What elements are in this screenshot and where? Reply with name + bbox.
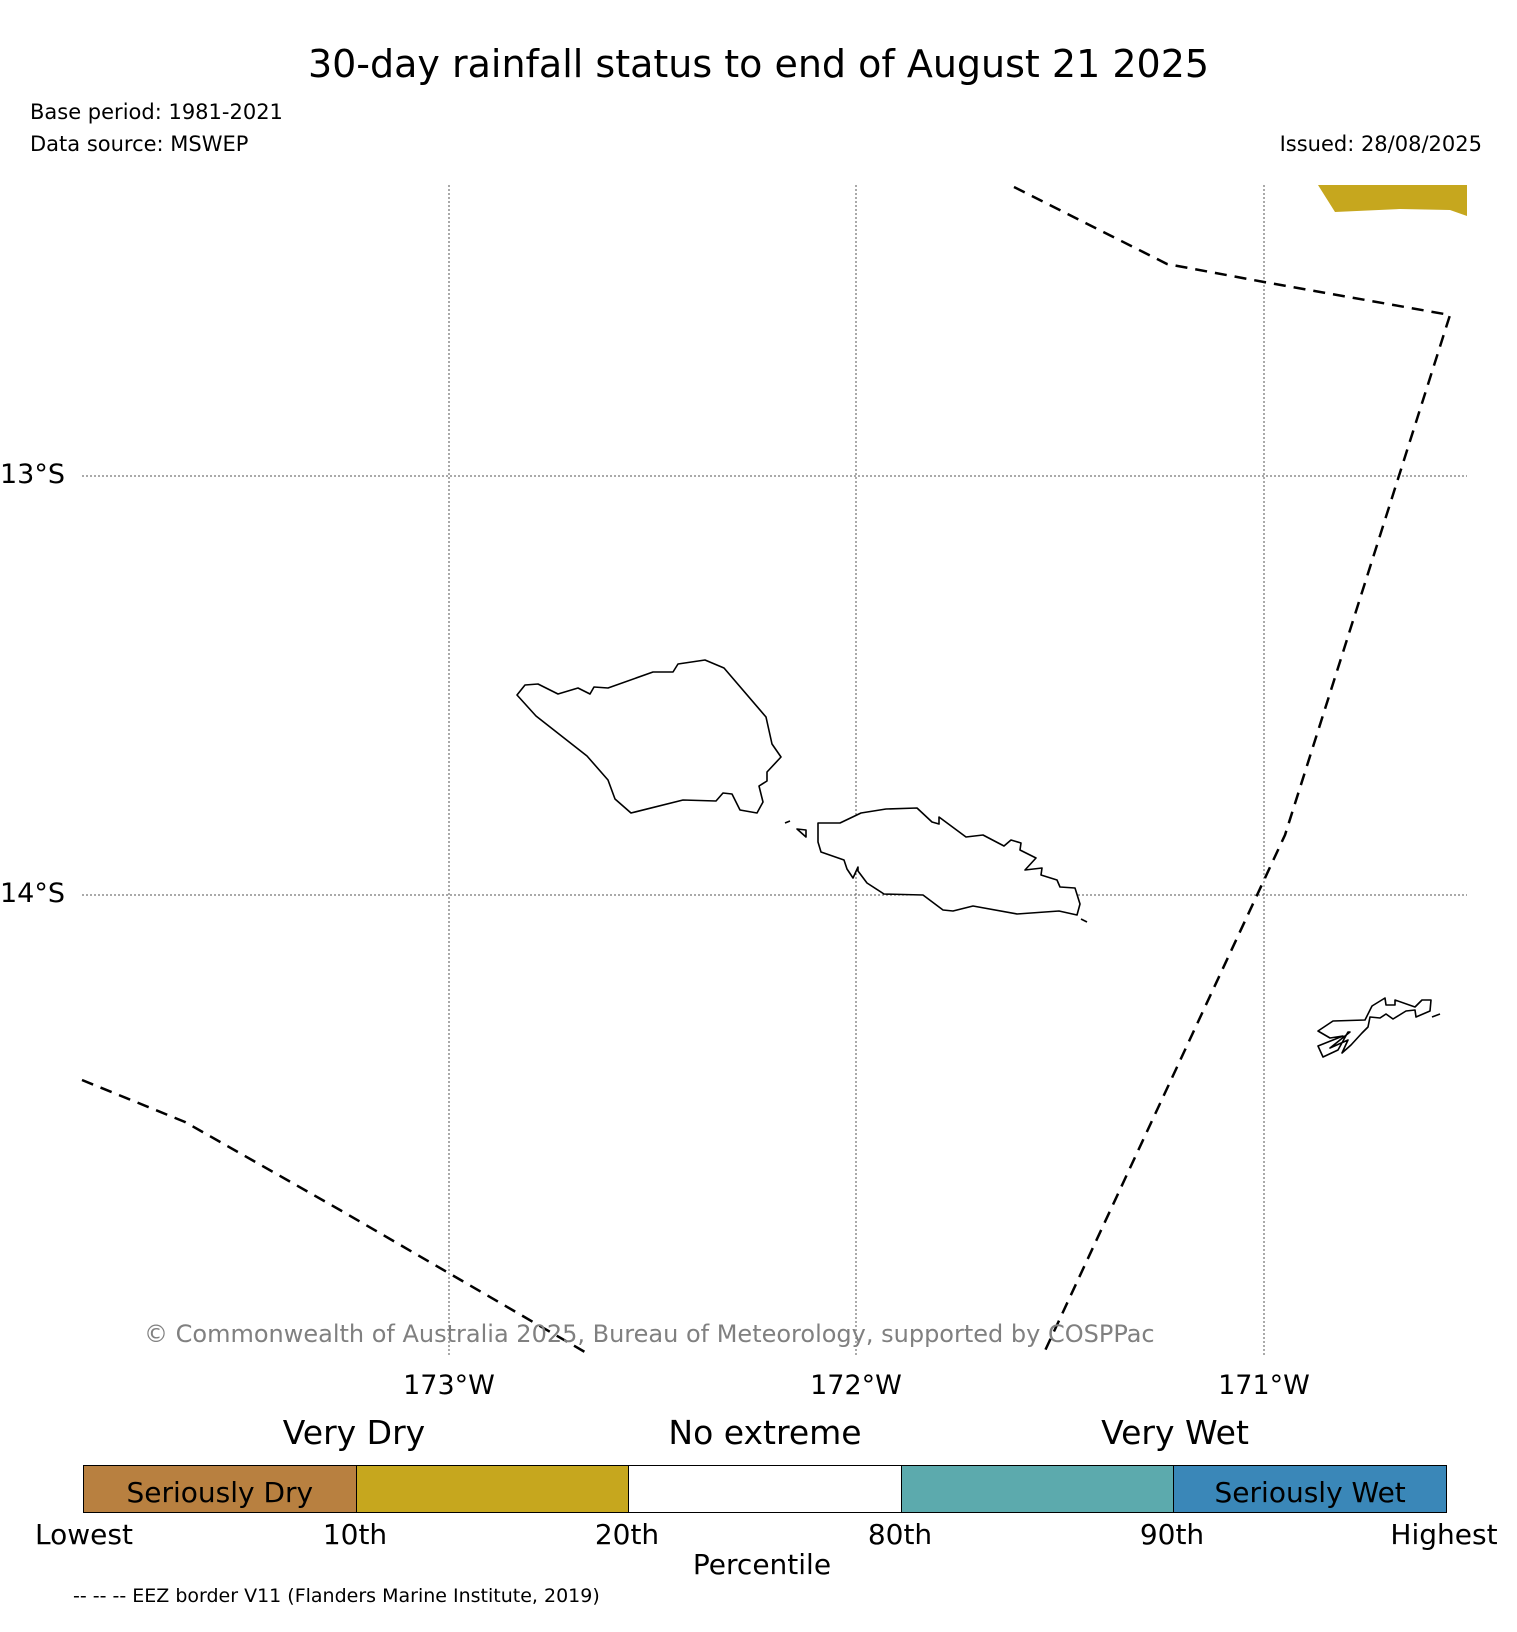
tutuila-east-mark: [1431, 1013, 1441, 1018]
legend-category-very-wet: Very Wet: [1101, 1413, 1249, 1452]
legend-percentile-90th: 90th: [1139, 1518, 1205, 1551]
tutuila-island: [1317, 997, 1432, 1058]
lat-label-13s: 13°S: [0, 459, 65, 490]
lon-label-173w: 173°W: [403, 1370, 495, 1401]
issued-date-label: Issued: 28/08/2025: [1279, 132, 1482, 156]
legend-segment-seriously-dry: Seriously Dry: [84, 1466, 357, 1512]
eez-border-note: -- -- -- EEZ border V11 (Flanders Marine…: [73, 1585, 600, 1607]
eez-border: [81, 185, 1452, 1357]
legend-colorbar: Seriously Dry Seriously Wet: [83, 1465, 1447, 1513]
lon-label-172w: 172°W: [810, 1370, 902, 1401]
copyright-notice: © Commonwealth of Australia 2025, Bureau…: [144, 1320, 1155, 1348]
legend-category-very-dry: Very Dry: [282, 1413, 426, 1452]
legend-segment-very-dry: [356, 1466, 630, 1512]
very-dry-patch: [1318, 185, 1467, 216]
legend-category-no-extreme: No extreme: [668, 1413, 862, 1452]
lon-label-171w: 171°W: [1218, 1370, 1310, 1401]
base-period-label: Base period: 1981-2021: [30, 100, 283, 124]
legend-percentile-20th: 20th: [594, 1518, 660, 1551]
upolu-east-mark: [1080, 918, 1088, 923]
map-canvas: [81, 185, 1467, 1357]
savaii-island: [516, 659, 782, 814]
savaii-upolu-strait-mark: [784, 820, 791, 824]
map-title: 30-day rainfall status to end of August …: [307, 42, 1210, 86]
legend-percentile-highest: Highest: [1390, 1518, 1498, 1551]
coastlines: [516, 659, 1441, 1058]
legend-segment-seriously-wet: Seriously Wet: [1174, 1466, 1446, 1512]
legend-percentile-lowest: Lowest: [35, 1518, 133, 1551]
eez-border-north: [1013, 185, 1452, 1356]
data-source-label: Data source: MSWEP: [30, 132, 249, 156]
lat-label-14s: 14°S: [0, 878, 65, 909]
legend-percentile-80th: 80th: [867, 1518, 933, 1551]
legend-segment-no-extreme: [629, 1466, 902, 1512]
legend-segment-very-wet: [901, 1466, 1175, 1512]
eez-border-southwest: [81, 1078, 591, 1357]
legend-axis-label: Percentile: [692, 1548, 832, 1581]
legend-percentile-10th: 10th: [322, 1518, 388, 1551]
upolu-island: [817, 807, 1081, 916]
manono-island: [796, 828, 807, 838]
graticule: [82, 185, 1467, 1355]
